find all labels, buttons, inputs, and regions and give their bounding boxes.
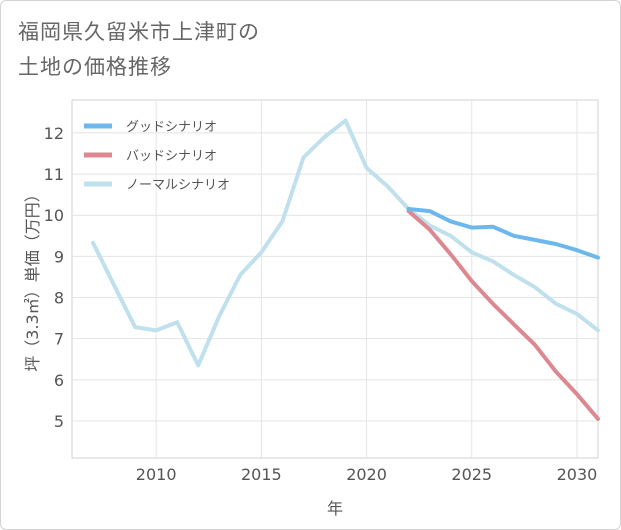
- legend-label-1: バッドシナリオ: [126, 149, 217, 164]
- x-tick-label: 2015: [241, 465, 282, 484]
- y-tick-label: 9: [54, 247, 64, 266]
- y-tick-labels: 5 6 7 8 9 10 11 12: [44, 124, 64, 431]
- series-line-1: [406, 209, 600, 421]
- x-tick-label: 2030: [557, 465, 598, 484]
- chart-title: 福岡県久留米市上津町の 土地の価格推移: [18, 15, 260, 85]
- plot-area: [71, 99, 599, 459]
- series-line-0: [406, 207, 600, 260]
- x-tick-label: 2025: [451, 465, 492, 484]
- series-line-2: [91, 118, 600, 368]
- x-tick-labels: 2010 2015 2020 2025 2030: [136, 465, 598, 484]
- y-tick-label: 11: [44, 165, 64, 184]
- y-axis-title: 坪（3.3㎡）単価（万円）: [23, 186, 42, 371]
- y-tick-label: 7: [54, 330, 64, 349]
- legend-label-2: ノーマルシナリオ: [126, 178, 230, 193]
- y-tick-label: 6: [54, 371, 64, 390]
- x-tick-label: 2010: [136, 465, 177, 484]
- legend-label-0: グッドシナリオ: [126, 120, 217, 135]
- x-tick-label: 2020: [346, 465, 387, 484]
- y-tick-label: 10: [44, 206, 64, 225]
- x-axis-title: 年: [327, 499, 343, 518]
- y-tick-label: 12: [44, 124, 64, 143]
- y-tick-label: 5: [54, 412, 64, 431]
- y-tick-label: 8: [54, 289, 64, 308]
- chart-title-line-1: 福岡県久留米市上津町の: [18, 20, 260, 44]
- chart-title-line-2: 土地の価格推移: [18, 55, 172, 79]
- series-lines: [91, 118, 600, 421]
